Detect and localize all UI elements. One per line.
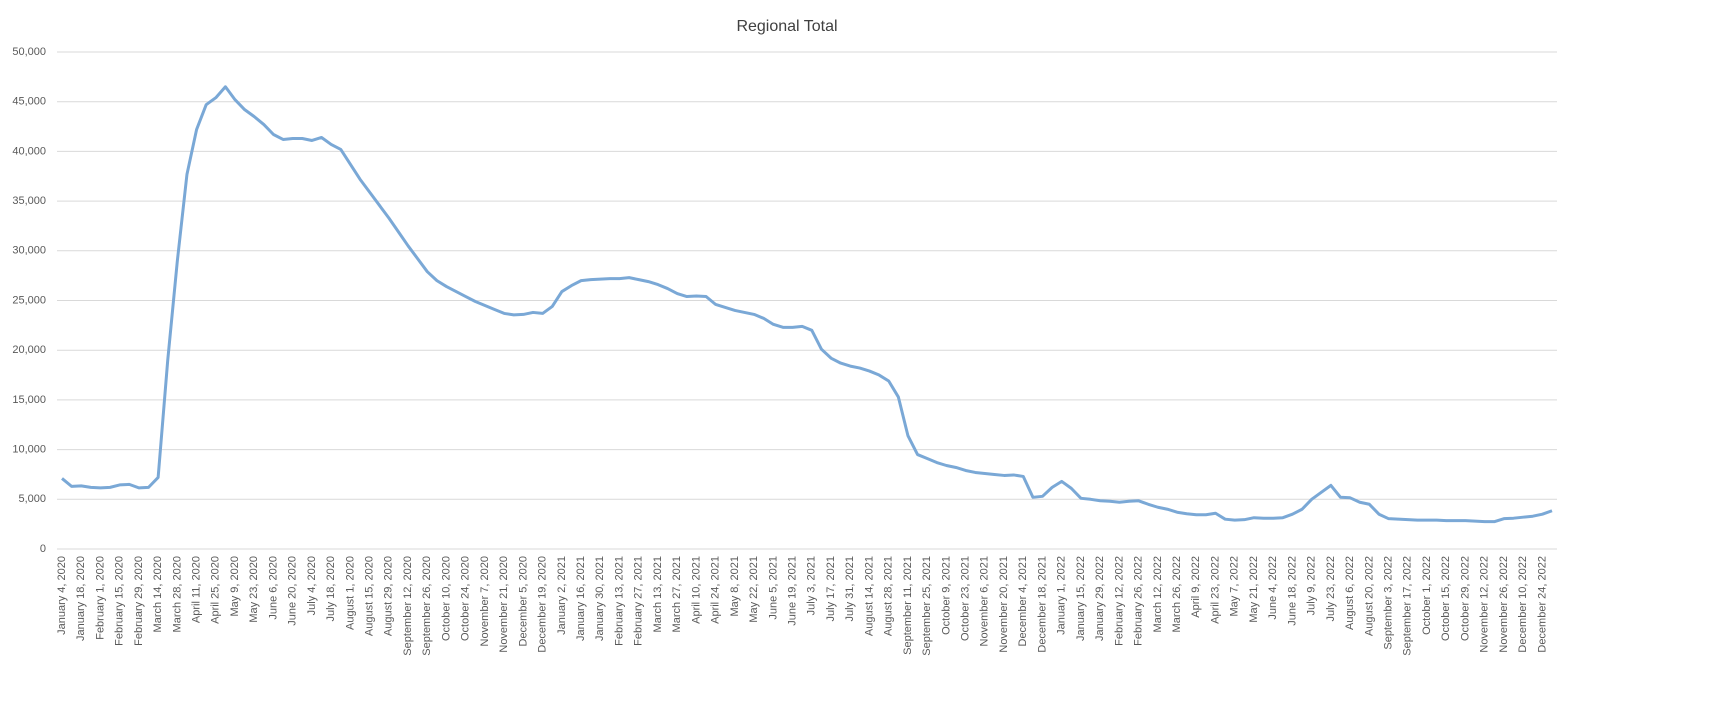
y-tick-label: 25,000	[12, 294, 46, 306]
x-tick-label: May 9, 2020	[229, 556, 241, 617]
x-tick-label: August 28, 2021	[883, 556, 895, 636]
x-tick-label: July 31, 2021	[844, 556, 856, 621]
x-tick-label: May 22, 2021	[748, 556, 760, 623]
y-tick-label: 20,000	[12, 344, 46, 356]
y-tick-label: 50,000	[12, 46, 46, 58]
x-tick-label: July 17, 2021	[825, 556, 837, 621]
y-tick-label: 45,000	[12, 96, 46, 108]
x-tick-label: September 17, 2022	[1402, 556, 1414, 656]
x-tick-label: January 15, 2022	[1075, 556, 1087, 641]
x-tick-label: July 3, 2021	[806, 556, 818, 615]
x-tick-label: January 2, 2021	[556, 556, 568, 635]
x-tick-label: June 20, 2020	[287, 556, 299, 626]
x-tick-label: June 19, 2021	[786, 556, 798, 626]
x-tick-label: February 29, 2020	[133, 556, 145, 646]
x-tick-label: January 30, 2021	[594, 556, 606, 641]
x-tick-label: October 24, 2020	[460, 556, 472, 641]
x-tick-label: June 4, 2022	[1267, 556, 1279, 620]
x-tick-label: September 25, 2021	[921, 556, 933, 656]
y-tick-label: 15,000	[12, 394, 46, 406]
x-tick-label: December 24, 2022	[1536, 556, 1548, 653]
x-tick-label: January 29, 2022	[1094, 556, 1106, 641]
x-tick-label: August 6, 2022	[1344, 556, 1356, 630]
x-tick-label: September 12, 2020	[402, 556, 414, 656]
x-tick-label: March 28, 2020	[171, 556, 183, 632]
x-tick-label: July 23, 2022	[1325, 556, 1337, 621]
x-tick-label: December 5, 2020	[517, 556, 529, 647]
x-tick-label: March 12, 2022	[1152, 556, 1164, 632]
x-tick-label: January 16, 2021	[575, 556, 587, 641]
x-tick-label: April 9, 2022	[1190, 556, 1202, 618]
x-tick-label: September 26, 2020	[421, 556, 433, 656]
x-tick-label: March 14, 2020	[152, 556, 164, 632]
x-tick-label: September 11, 2021	[902, 556, 914, 655]
x-tick-label: February 12, 2022	[1113, 556, 1125, 646]
x-tick-label: July 9, 2022	[1306, 556, 1318, 615]
x-tick-label: November 7, 2020	[479, 556, 491, 647]
data-line	[61, 85, 1553, 524]
x-tick-label: May 8, 2021	[729, 556, 741, 617]
x-tick-label: October 23, 2021	[960, 556, 972, 641]
x-tick-label: December 18, 2021	[1036, 556, 1048, 653]
x-tick-label: December 10, 2022	[1517, 556, 1529, 653]
x-tick-label: October 29, 2022	[1459, 556, 1471, 641]
x-tick-label: October 9, 2021	[940, 556, 952, 635]
x-tick-label: November 20, 2021	[998, 556, 1010, 653]
x-tick-label: February 1, 2020	[94, 556, 106, 640]
x-tick-label: October 1, 2022	[1421, 556, 1433, 635]
x-tick-label: March 26, 2022	[1171, 556, 1183, 632]
x-tick-label: May 23, 2020	[248, 556, 260, 623]
x-tick-label: January 1, 2022	[1056, 556, 1068, 635]
x-tick-label: June 6, 2020	[267, 556, 279, 620]
x-tick-label: May 21, 2022	[1248, 556, 1260, 623]
x-tick-label: July 4, 2020	[306, 556, 318, 615]
x-tick-label: February 27, 2021	[633, 556, 645, 646]
x-tick-label: January 4, 2020	[56, 556, 68, 635]
x-tick-label: May 7, 2022	[1229, 556, 1241, 617]
x-tick-label: March 27, 2021	[671, 556, 683, 632]
x-tick-label: October 10, 2020	[440, 556, 452, 641]
x-tick-label: April 25, 2020	[210, 556, 222, 624]
x-tick-label: December 4, 2021	[1017, 556, 1029, 647]
x-tick-label: August 29, 2020	[383, 556, 395, 636]
x-tick-label: January 18, 2020	[75, 556, 87, 641]
x-tick-label: August 1, 2020	[344, 556, 356, 630]
x-tick-label: February 26, 2022	[1133, 556, 1145, 646]
chart-title: Regional Total	[736, 18, 837, 35]
x-tick-label: July 18, 2020	[325, 556, 337, 621]
y-tick-label: 30,000	[12, 245, 46, 257]
x-tick-label: February 15, 2020	[114, 556, 126, 646]
y-tick-label: 35,000	[12, 195, 46, 207]
x-tick-label: February 13, 2021	[613, 556, 625, 646]
x-tick-label: November 26, 2022	[1498, 556, 1510, 653]
y-tick-label: 10,000	[12, 444, 46, 456]
x-tick-label: August 14, 2021	[863, 556, 875, 636]
x-tick-label: April 11, 2020	[190, 556, 202, 623]
x-tick-label: September 3, 2022	[1382, 556, 1394, 650]
x-tick-label: October 15, 2022	[1440, 556, 1452, 641]
y-tick-label: 40,000	[12, 145, 46, 157]
x-tick-label: April 24, 2021	[710, 556, 722, 624]
x-tick-label: June 5, 2021	[767, 556, 779, 620]
x-tick-label: August 20, 2022	[1363, 556, 1375, 636]
x-tick-label: November 21, 2020	[498, 556, 510, 653]
x-tick-label: April 23, 2022	[1209, 556, 1221, 624]
x-tick-label: November 6, 2021	[979, 556, 991, 647]
x-tick-label: April 10, 2021	[690, 556, 702, 624]
x-tick-label: August 15, 2020	[364, 556, 376, 636]
y-tick-label: 0	[40, 543, 46, 555]
y-tick-label: 5,000	[18, 493, 46, 505]
x-tick-label: November 12, 2022	[1479, 556, 1491, 653]
x-tick-label: June 18, 2022	[1286, 556, 1298, 626]
x-tick-label: December 19, 2020	[537, 556, 549, 653]
x-tick-label: March 13, 2021	[652, 556, 664, 632]
